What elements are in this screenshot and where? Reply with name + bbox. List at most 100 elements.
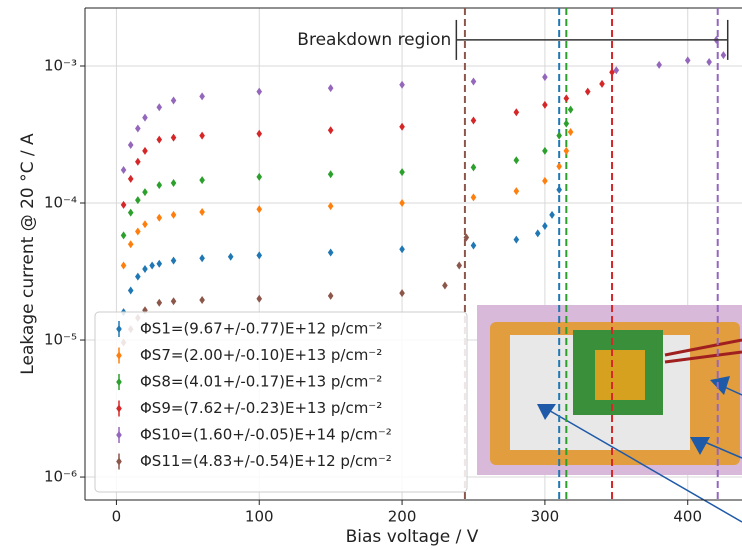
data-point	[120, 231, 127, 240]
data-point	[142, 306, 148, 315]
x-axis-label: Bias voltage / V	[346, 527, 479, 547]
data-point	[156, 213, 163, 222]
legend-label: ΦS7=(2.00+/-0.10)E+13 p/cm⁻²	[140, 346, 382, 364]
data-point	[156, 181, 163, 190]
data-point	[199, 176, 205, 185]
data-point	[256, 172, 263, 181]
data-point	[327, 291, 334, 300]
y-tick-label: 10⁻⁵	[44, 331, 77, 349]
legend-label: ΦS1=(9.67+/-0.77)E+12 p/cm⁻²	[140, 320, 382, 338]
data-point	[463, 233, 470, 242]
data-point	[170, 256, 177, 265]
data-point	[256, 251, 263, 260]
cable	[664, 338, 742, 364]
data-point	[142, 220, 148, 229]
x-tick-label: 400	[673, 508, 702, 526]
data-point	[135, 157, 141, 166]
data-point	[135, 124, 141, 133]
legend-marker	[116, 378, 122, 386]
data-point	[149, 261, 155, 270]
data-point	[556, 131, 562, 140]
data-point	[399, 80, 405, 89]
data-point	[142, 113, 148, 122]
data-point	[456, 261, 463, 270]
data-point	[135, 196, 141, 205]
data-point	[156, 103, 163, 112]
data-point	[170, 297, 177, 306]
data-point	[127, 174, 134, 183]
data-point	[156, 298, 163, 307]
data-point	[470, 77, 477, 86]
data-point	[656, 60, 662, 69]
legend-label: ΦS10=(1.60+/-0.05)E+14 p/cm⁻²	[140, 426, 392, 444]
data-point	[563, 146, 570, 155]
data-point	[684, 56, 691, 65]
data-point	[399, 245, 405, 254]
data-point	[327, 126, 334, 135]
data-point	[567, 105, 574, 114]
x-tick-label: 100	[245, 508, 274, 526]
data-point	[156, 259, 163, 268]
data-point	[170, 133, 177, 142]
data-point	[256, 294, 263, 303]
data-point	[513, 235, 520, 244]
data-point	[199, 131, 205, 140]
data-point	[327, 248, 334, 257]
y-axis-label: Leakage current @ 20 °C / A	[18, 133, 38, 375]
data-point	[399, 199, 405, 208]
data-point	[513, 108, 520, 117]
data-point	[127, 286, 134, 295]
x-tick-label: 300	[531, 508, 560, 526]
data-point	[470, 193, 477, 202]
y-tick-label: 10⁻⁶	[44, 468, 77, 486]
data-point	[199, 207, 205, 216]
data-point	[199, 254, 205, 263]
data-point	[442, 281, 448, 290]
data-point	[613, 66, 620, 75]
data-point	[720, 51, 727, 60]
data-point	[567, 127, 574, 136]
data-point	[534, 229, 541, 238]
data-point	[542, 146, 548, 155]
data-point	[563, 94, 570, 103]
y-tick-label: 10⁻⁴	[44, 194, 77, 212]
data-point	[199, 92, 205, 101]
data-point	[399, 122, 405, 131]
data-point	[170, 178, 177, 187]
data-point	[513, 187, 520, 196]
x-tick-label: 200	[388, 508, 417, 526]
legend-marker	[116, 457, 122, 466]
data-point	[513, 156, 520, 165]
data-point	[609, 68, 615, 77]
data-point	[256, 205, 263, 214]
data-point	[556, 185, 562, 194]
data-point	[556, 162, 562, 171]
data-point	[142, 264, 148, 273]
data-point	[542, 100, 548, 109]
data-point	[470, 116, 477, 125]
data-point	[142, 146, 148, 155]
data-point	[399, 289, 405, 298]
data-point	[542, 73, 548, 82]
data-point	[563, 119, 570, 128]
data-point	[327, 170, 334, 179]
data-point	[135, 272, 141, 281]
data-point	[120, 261, 127, 270]
legend-label: ΦS9=(7.62+/-0.23)E+13 p/cm⁻²	[140, 399, 382, 417]
data-point	[127, 141, 134, 150]
data-point	[256, 87, 263, 96]
data-point	[327, 202, 334, 211]
data-point	[127, 208, 134, 217]
legend-marker	[116, 404, 122, 413]
chip	[595, 350, 645, 400]
data-point	[170, 96, 177, 105]
data-point	[706, 57, 712, 66]
legend-marker	[116, 325, 122, 333]
data-point	[599, 79, 605, 88]
y-tick-label: 10⁻³	[44, 56, 77, 74]
data-point	[327, 84, 334, 93]
data-point	[549, 210, 555, 219]
data-point	[170, 210, 177, 219]
data-point	[470, 241, 477, 250]
